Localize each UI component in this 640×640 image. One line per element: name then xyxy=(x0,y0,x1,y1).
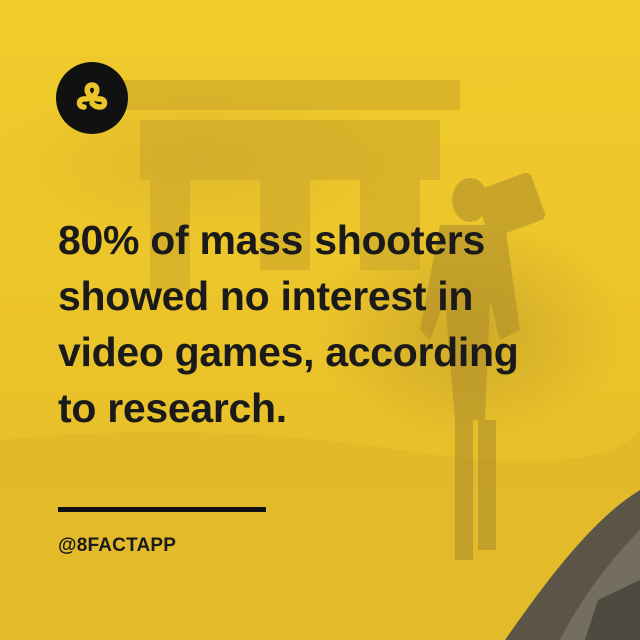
headline-line: showed no interest in xyxy=(58,273,474,319)
ruined-building xyxy=(120,80,460,290)
fact-headline: 80% of mass shooters showed no interest … xyxy=(58,212,598,436)
soldier-figure xyxy=(420,172,546,560)
social-handle: @8FACTAPP xyxy=(58,535,177,556)
infinity-eight-icon xyxy=(76,82,108,110)
headline-line: to research. xyxy=(58,385,287,431)
app-logo xyxy=(56,62,128,134)
headline-line: video games, according xyxy=(58,329,519,375)
divider-rule xyxy=(58,507,266,512)
headline-line: 80% of mass shooters xyxy=(58,217,485,263)
